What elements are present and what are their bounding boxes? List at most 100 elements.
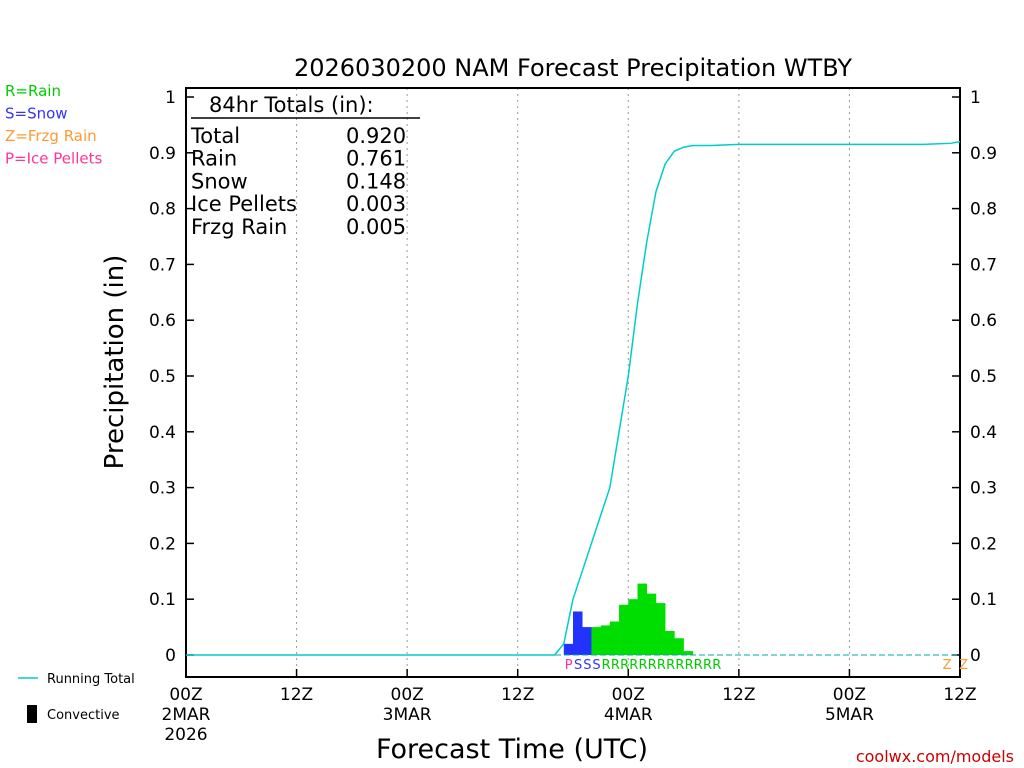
totals-value: 0.005 [346, 215, 406, 239]
x-tick-year-label: 2026 [164, 725, 207, 745]
precip-type-letter: S [574, 658, 582, 673]
y-tick-label-left: 0.6 [149, 311, 176, 331]
legend-series-label: Running Total [47, 672, 135, 687]
legend-series-label: Convective [47, 708, 120, 723]
totals-value: 0.761 [346, 147, 406, 171]
x-tick-date-label: 5MAR [825, 705, 874, 725]
precip-type-letter: R [712, 658, 721, 673]
rain-bar [619, 604, 629, 655]
x-tick-label: 12Z [943, 685, 976, 705]
running-total-line [186, 140, 961, 656]
precip-type-letter: R [648, 658, 657, 673]
y-tick-label-left: 0.2 [149, 534, 176, 554]
x-tick-date-label: 3MAR [383, 705, 432, 725]
rain-bar [600, 625, 611, 655]
precip-type-letter: R [685, 658, 694, 673]
x-tick-label: 00Z [169, 685, 202, 705]
y-tick-label-right: 0.1 [970, 590, 997, 610]
totals-header: 84hr Totals (in): [209, 93, 374, 117]
rain-bar [674, 638, 684, 655]
series-legend: Running Total Convective [18, 672, 135, 723]
y-tick-label-left: 0.9 [149, 144, 176, 164]
x-tick-label: 12Z [722, 685, 755, 705]
rain-bar [609, 621, 620, 655]
snow-bar [563, 643, 574, 655]
credit-text: coolwx.com/models [856, 747, 1014, 766]
legend-type-label: P=Ice Pellets [5, 150, 102, 168]
legend-type-label: S=Snow [5, 105, 68, 123]
totals-label: Rain [191, 147, 237, 171]
y-tick-label-left: 0.3 [149, 479, 176, 499]
precip-type-letter: R [675, 658, 684, 673]
y-tick-label-right: 0.5 [970, 367, 997, 387]
x-axis-label: Forecast Time (UTC) [376, 734, 648, 765]
precip-bars [563, 583, 694, 655]
x-tick-label: 00Z [612, 685, 645, 705]
x-tick-label: 12Z [501, 685, 534, 705]
totals-value: 0.148 [346, 169, 406, 193]
gridlines [296, 88, 850, 677]
precip-type-letter: R [657, 658, 666, 673]
y-tick-label-right: 0.3 [970, 479, 997, 499]
y-tick-label-left: 0.5 [149, 367, 176, 387]
rain-bar [591, 627, 601, 655]
precip-type-letter: R [703, 658, 712, 673]
precip-type-letter: R [639, 658, 648, 673]
y-tick-label-right: 1 [970, 88, 981, 108]
precip-type-letter: P [565, 658, 573, 673]
precip-type-letter: S [592, 658, 600, 673]
totals-label: Total [190, 124, 240, 148]
y-axis-label: Precipitation (in) [100, 255, 130, 470]
precip-type-letter: S [583, 658, 591, 673]
y-tick-label-left: 0.4 [149, 423, 176, 443]
y-tick-label-left: 0.8 [149, 200, 176, 220]
x-tick-label: 12Z [280, 685, 313, 705]
y-tick-label-left: 1 [165, 88, 176, 108]
chart-title: 2026030200 NAM Forecast Precipitation WT… [294, 54, 852, 82]
y-tick-label-left: 0.7 [149, 255, 176, 275]
totals-box: 84hr Totals (in): Total 0.920 Rain 0.761 Sno… [190, 93, 420, 239]
y-axis-ticks: 0 0 0.1 0.1 0.2 0.2 0.3 0.3 0.4 0.4 0.5 0.5 0.6 0.6 0.… [149, 88, 997, 666]
precip-type-letter: R [629, 658, 638, 673]
totals-value: 0.003 [346, 192, 406, 216]
y-tick-label-right: 0.9 [970, 144, 997, 164]
totals-label: Ice Pellets [191, 192, 297, 216]
precip-type-letter: R [611, 658, 620, 673]
precip-type-letter: R [694, 658, 703, 673]
y-tick-label-right: 0.8 [970, 200, 997, 220]
x-tick-label: 00Z [391, 685, 424, 705]
y-tick-label-right: 0.2 [970, 534, 997, 554]
rain-bar [646, 593, 657, 655]
rain-bar [665, 631, 675, 655]
x-tick-date-label: 2MAR [162, 705, 211, 725]
legend-swatch-convective [27, 705, 37, 723]
legend-type-label: R=Rain [5, 82, 61, 100]
rain-bar [628, 599, 638, 655]
x-tick-label: 00Z [833, 685, 866, 705]
y-tick-label-left: 0 [165, 646, 176, 666]
plot-frame [185, 87, 961, 678]
rain-bar [637, 583, 648, 655]
snow-bar [573, 611, 583, 655]
precip-type-letter: R [666, 658, 675, 673]
rain-bar [655, 603, 666, 655]
y-tick-label-right: 0.7 [970, 255, 997, 275]
precip-type-legend: R=Rain S=Snow Z=Frzg Rain P=Ice Pellets [5, 82, 102, 168]
precip-type-letter: Z [943, 658, 952, 673]
y-tick-label-left: 0.1 [149, 590, 176, 610]
precip-type-letter: R [620, 658, 629, 673]
y-tick-label-right: 0.4 [970, 423, 997, 443]
precip-type-letter: R [602, 658, 611, 673]
y-tick-label-right: 0 [970, 646, 981, 666]
precip-type-letter: Z [959, 658, 968, 673]
totals-value: 0.920 [346, 124, 406, 148]
totals-label: Frzg Rain [191, 215, 287, 239]
x-tick-date-label: 4MAR [604, 705, 653, 725]
totals-label: Snow [191, 169, 248, 193]
snow-bar [582, 627, 592, 655]
rain-bar [683, 651, 694, 655]
y-tick-label-right: 0.6 [970, 311, 997, 331]
